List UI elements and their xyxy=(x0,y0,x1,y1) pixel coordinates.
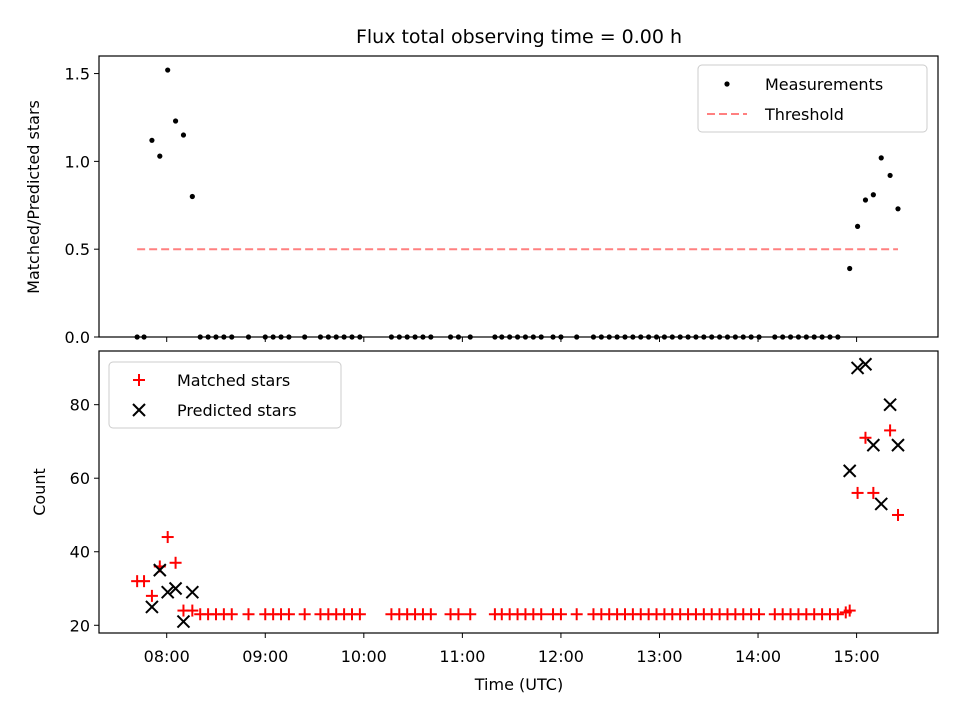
predicted-star-point xyxy=(185,585,200,599)
legend-measurements-marker xyxy=(724,81,730,87)
top-panel: 0.0 0.5 1.0 1.5 Matched/Predicted stars Mea… xyxy=(24,55,939,347)
matched-star-point xyxy=(831,608,844,621)
legend-matched-marker xyxy=(133,374,145,386)
predicted-star-point xyxy=(160,585,175,599)
measurement-point xyxy=(180,132,187,138)
legend-threshold-label: Threshold xyxy=(764,105,844,124)
bottom-x-ticks: 08:00 09:00 10:00 11:00 12:00 13:00 14:00 15:00 xyxy=(144,633,880,666)
measurement-point xyxy=(172,118,179,124)
predicted-star-point xyxy=(176,614,191,629)
x-axis-label: Time (UTC) xyxy=(474,675,563,694)
bottom-legend: Matched stars Predicted stars xyxy=(108,361,342,429)
top-y-ticks: 0.0 0.5 1.0 1.5 xyxy=(65,65,99,347)
matched-star-point xyxy=(169,556,182,569)
predicted-star-point xyxy=(891,438,905,452)
top-y-tick-label: 1.5 xyxy=(65,65,90,84)
matched-star-point xyxy=(161,531,174,544)
bottom-x-tick-label: 08:00 xyxy=(144,647,190,666)
matched-star-point xyxy=(282,608,295,621)
bottom-x-tick-label: 13:00 xyxy=(636,647,682,666)
chart-title: Flux total observing time = 0.00 h xyxy=(356,26,682,48)
predicted-star-point xyxy=(842,464,857,478)
matched-star-point xyxy=(138,575,151,588)
matched-star-point xyxy=(867,486,880,499)
bottom-y-tick-label: 80 xyxy=(70,396,90,415)
matched-star-point xyxy=(753,608,766,621)
bottom-panel: 20 40 60 80 08:00 09:00 10:00 11:00 12:00 13:00 1… xyxy=(30,350,939,694)
measurement-point xyxy=(149,137,155,143)
bottom-x-tick-label: 11:00 xyxy=(439,647,485,666)
legend-measurements-label: Measurements xyxy=(765,75,883,94)
bottom-x-tick-label: 09:00 xyxy=(242,647,288,666)
matched-star-point xyxy=(891,508,904,521)
matched-star-point xyxy=(570,608,583,621)
bottom-y-axis-label: Count xyxy=(30,468,49,516)
bottom-x-tick-label: 12:00 xyxy=(538,647,584,666)
matched-star-point xyxy=(851,486,864,499)
predicted-star-point xyxy=(883,397,897,412)
measurement-point xyxy=(862,197,869,203)
matched-star-point xyxy=(464,608,477,621)
predicted-star-point xyxy=(874,497,888,511)
predicted-star-point xyxy=(145,600,159,614)
legend-predicted-label: Predicted stars xyxy=(177,401,297,420)
measurement-point xyxy=(895,206,901,212)
matched-star-point xyxy=(242,608,255,621)
predicted-star-point xyxy=(153,563,167,577)
matched-star-point xyxy=(145,589,158,602)
measurement-point xyxy=(165,67,171,73)
top-x-ticks xyxy=(166,337,858,342)
bottom-y-tick-label: 60 xyxy=(70,469,90,488)
measurement-point xyxy=(189,193,195,200)
top-y-tick-label: 0.0 xyxy=(65,328,90,347)
bottom-plot-area xyxy=(131,357,905,629)
legend-matched-label: Matched stars xyxy=(177,371,290,390)
top-legend: Measurements Threshold xyxy=(697,64,928,133)
top-y-tick-label: 1.0 xyxy=(65,152,90,171)
top-y-tick-label: 0.5 xyxy=(65,240,90,259)
matched-star-point xyxy=(554,608,567,621)
predicted-star-point xyxy=(850,361,865,375)
predicted-star-point xyxy=(858,357,873,371)
legend-predicted-marker xyxy=(132,403,146,417)
measurement-point xyxy=(847,265,853,272)
measurement-point xyxy=(157,153,163,159)
top-legend-box xyxy=(697,64,928,133)
bottom-legend-box xyxy=(108,361,342,429)
top-y-axis-label: Matched/Predicted stars xyxy=(24,100,43,294)
top-plot-area xyxy=(134,67,901,340)
matched-star-point xyxy=(535,608,548,621)
bottom-x-tick-label: 14:00 xyxy=(735,647,781,666)
matched-star-point xyxy=(859,431,872,444)
measurement-point xyxy=(887,172,893,179)
bottom-y-tick-label: 40 xyxy=(70,543,90,562)
matched-star-point xyxy=(353,608,366,621)
matched-star-point xyxy=(452,608,465,621)
matched-star-point xyxy=(424,608,437,621)
matched-star-point xyxy=(884,424,897,437)
measurement-point xyxy=(878,155,884,161)
matched-star-point xyxy=(843,604,856,617)
top-axes-frame xyxy=(98,55,939,338)
matched-star-point xyxy=(298,608,311,621)
measurement-point xyxy=(870,192,876,198)
predicted-star-point xyxy=(168,581,183,596)
matched-star-point xyxy=(186,604,199,617)
predicted-star-point xyxy=(866,438,881,452)
bottom-x-tick-label: 10:00 xyxy=(341,647,387,666)
measurement-point xyxy=(854,223,861,229)
bottom-y-tick-label: 20 xyxy=(70,616,90,635)
matched-star-point xyxy=(225,608,238,621)
bottom-y-ticks: 20 40 60 80 xyxy=(70,396,99,635)
bottom-x-tick-label: 15:00 xyxy=(834,647,880,666)
bottom-axes-frame xyxy=(98,350,939,634)
